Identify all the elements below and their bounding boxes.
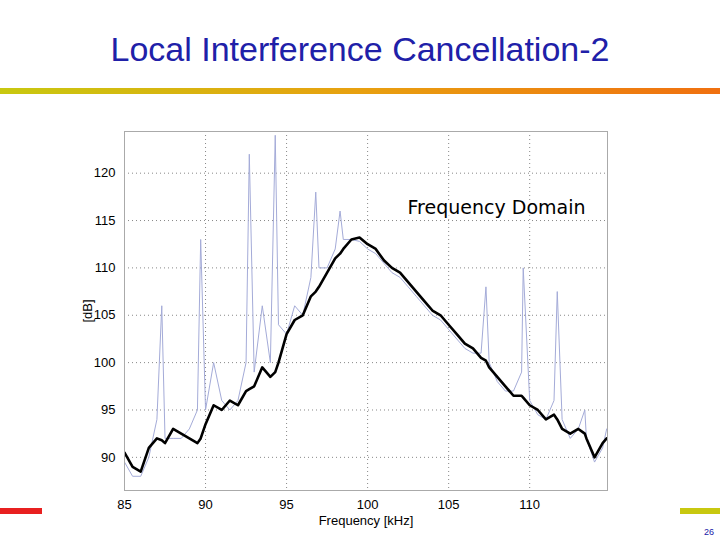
svg-text:110: 110 xyxy=(519,497,540,512)
html-text:Local Interference Cancellatio: Local Interference Cancellation-2 xyxy=(110,30,610,68)
svg-text:Frequency [kHz]: Frequency [kHz] xyxy=(319,513,414,528)
svg-text:105: 105 xyxy=(94,307,116,322)
svg-text:110: 110 xyxy=(95,260,116,275)
svg-text:[dB]: [dB] xyxy=(80,299,95,322)
svg-text:Frequency Domain: Frequency Domain xyxy=(408,196,586,218)
svg-text:90: 90 xyxy=(198,497,212,512)
svg-text:105: 105 xyxy=(438,497,460,512)
svg-text:95: 95 xyxy=(279,497,293,512)
svg-text:95: 95 xyxy=(101,402,115,417)
svg-text:115: 115 xyxy=(95,213,116,228)
svg-text:120: 120 xyxy=(94,165,116,180)
svg-text:85: 85 xyxy=(117,497,131,512)
svg-text:90: 90 xyxy=(101,450,115,465)
svg-text:100: 100 xyxy=(357,497,379,512)
html-text:26: 26 xyxy=(704,527,714,537)
svg-text:100: 100 xyxy=(94,355,116,370)
